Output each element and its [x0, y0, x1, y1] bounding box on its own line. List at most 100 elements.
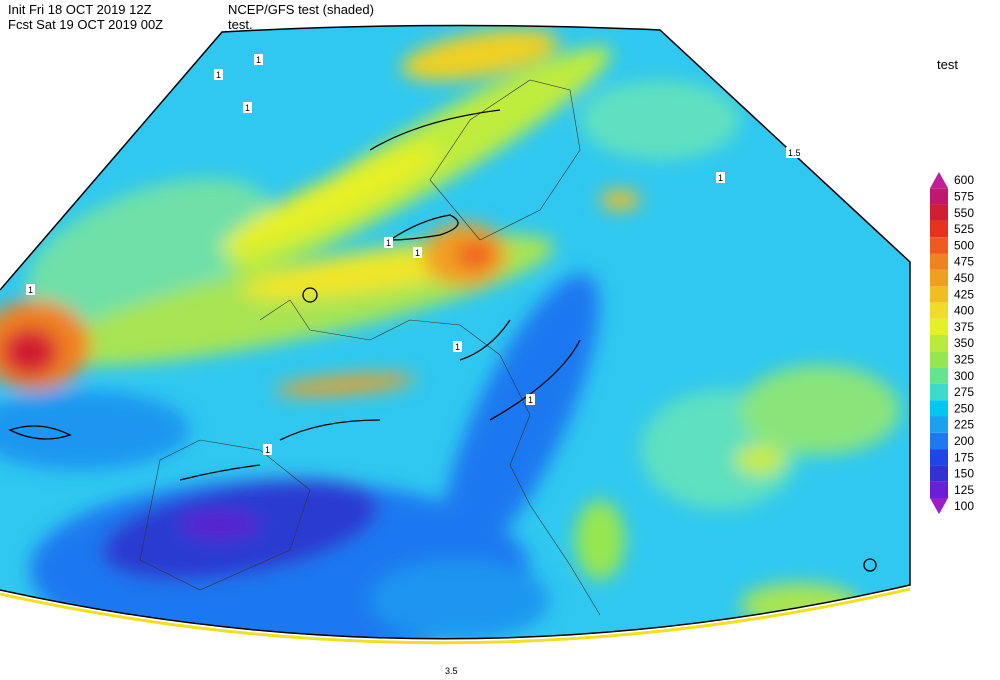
contour	[489, 339, 581, 421]
contour-label-box	[453, 341, 462, 352]
color-bar-cell	[930, 432, 948, 450]
color-bar-cell	[930, 335, 948, 352]
contour	[459, 319, 511, 361]
coastline	[429, 79, 581, 241]
shade-area	[275, 374, 415, 396]
contour	[387, 214, 459, 241]
contour-label-box	[384, 237, 393, 248]
color-bar-label: 550	[954, 206, 974, 220]
contour-label: 1	[415, 248, 420, 258]
contours	[8, 109, 877, 572]
color-bar-cell	[930, 237, 948, 254]
contour	[279, 419, 381, 441]
contour-label: 1	[216, 70, 221, 80]
contour-label: 3.5	[445, 666, 458, 676]
field-name: test.	[228, 17, 253, 32]
color-bar-cell	[930, 449, 948, 466]
color-bar-label: 500	[954, 238, 974, 252]
contour-label: 1.5	[788, 148, 801, 158]
contour-label: 1	[256, 55, 261, 65]
color-bar-cell	[930, 204, 948, 221]
color-bar-label: 475	[954, 255, 974, 269]
color-bar-cell	[930, 269, 948, 287]
color-bar-cell	[930, 286, 948, 303]
color-bar-label: 175	[954, 450, 974, 464]
coastline	[259, 299, 601, 616]
shade-area	[441, 273, 599, 567]
contour-label-box	[786, 147, 803, 158]
shade-area	[575, 500, 625, 580]
color-bar-label: 525	[954, 222, 974, 236]
contour-label-box	[26, 284, 35, 295]
forecast-time: Fcst Sat 19 OCT 2019 00Z	[8, 17, 163, 32]
color-bar-cell	[930, 465, 948, 482]
map-border-edge	[0, 587, 911, 645]
contour-label-box	[243, 102, 252, 113]
contour	[8, 425, 72, 440]
color-bar-label: 400	[954, 304, 974, 318]
contour	[302, 287, 318, 303]
color-bar-cell	[930, 383, 948, 401]
shading	[0, 29, 900, 639]
init-time: Init Fri 18 OCT 2019 12Z	[8, 2, 152, 17]
color-bar-label: 125	[954, 483, 974, 497]
shade-area	[740, 365, 900, 455]
contour-label-box	[254, 54, 263, 65]
product-title: NCEP/GFS test (shaded)	[228, 2, 374, 17]
shade-area	[2, 328, 58, 376]
contour-label: 1	[245, 103, 250, 113]
color-bar-cell	[930, 172, 948, 189]
contour-label-box	[716, 172, 725, 183]
contour-label-box	[526, 394, 535, 405]
color-bar-cell	[930, 416, 948, 433]
contour	[179, 464, 261, 481]
shade-area	[241, 250, 479, 300]
color-bar-label: 275	[954, 385, 974, 399]
shade-area	[180, 511, 260, 539]
map-border	[0, 24, 911, 640]
color-bar-label: 425	[954, 287, 974, 301]
color-bar-cell	[930, 481, 948, 498]
color-bar-cell	[930, 302, 948, 319]
color-bar-cell	[930, 253, 948, 270]
color-bar-label: 250	[954, 401, 974, 415]
contour-label-box	[413, 247, 422, 258]
shade-area	[600, 190, 640, 210]
shade-area	[580, 80, 740, 160]
contour-label: 1	[265, 445, 270, 455]
shade-area	[370, 560, 550, 639]
color-bar-label: 225	[954, 418, 974, 432]
color-bar-label: 100	[954, 499, 974, 513]
coastlines	[139, 79, 601, 616]
color-bar-label: 575	[954, 189, 974, 203]
color-bar-cell	[930, 367, 948, 384]
color-bar-label: 300	[954, 369, 974, 383]
contour	[369, 109, 501, 151]
shade-area	[401, 29, 559, 81]
shade-area	[220, 146, 440, 254]
shade-area	[455, 241, 495, 269]
legend-title: test	[937, 57, 958, 72]
color-bar-label: 150	[954, 467, 974, 481]
color-bar-label: 375	[954, 320, 974, 334]
color-bar-label: 600	[954, 173, 974, 187]
contour-label: 1	[528, 395, 533, 405]
color-bar-label: 450	[954, 271, 974, 285]
contour-label: 1	[455, 342, 460, 352]
color-bar-cell	[930, 318, 948, 335]
color-bar-cell	[930, 498, 948, 515]
color-bar-cell	[930, 188, 948, 205]
contour-label: 1	[386, 238, 391, 248]
contour-labels: 1 1 1 1 1 1 1 1 1 1 1.5 3.5	[26, 54, 803, 676]
map-area	[0, 25, 910, 639]
color-bar-label: 200	[954, 434, 974, 448]
contour-label-box	[443, 665, 460, 676]
color-bar-label: 325	[954, 352, 974, 366]
color-bar: 100 125 150 175 200 225 250 275 300 325 350 375 400 4…	[930, 172, 974, 515]
color-bar-cell	[930, 351, 948, 368]
color-bar-label: 350	[954, 336, 974, 350]
contour-label: 1	[718, 173, 723, 183]
shade-area	[0, 390, 190, 470]
contour	[863, 558, 877, 572]
